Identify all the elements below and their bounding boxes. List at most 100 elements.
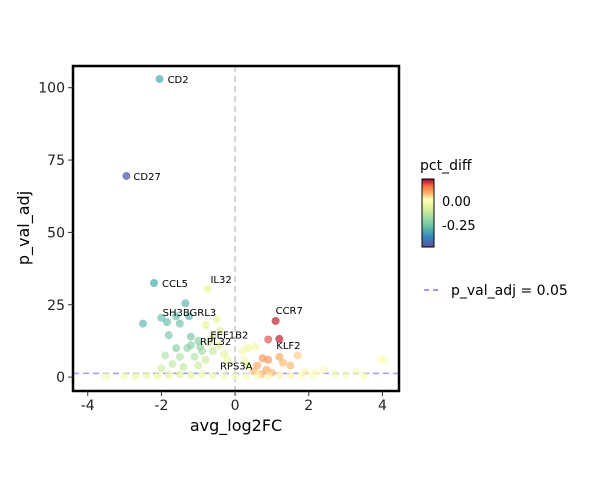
plot-frame bbox=[71, 64, 401, 393]
data-point bbox=[216, 326, 225, 335]
data-point bbox=[253, 361, 262, 370]
data-point bbox=[293, 351, 302, 360]
data-point bbox=[179, 362, 188, 371]
data-point bbox=[223, 355, 232, 364]
data-point bbox=[275, 352, 284, 361]
data-point bbox=[153, 371, 162, 380]
data-point-cd2 bbox=[155, 75, 164, 84]
gene-label: SH3BGRL3 bbox=[163, 308, 217, 319]
data-point-rpl32 bbox=[243, 344, 252, 353]
data-point bbox=[352, 367, 361, 376]
gene-label: RPL32 bbox=[200, 337, 231, 348]
data-point bbox=[330, 369, 339, 378]
threshold-legend-label: p_val_adj = 0.05 bbox=[451, 283, 568, 299]
data-point-sh3bgrl3 bbox=[201, 321, 210, 330]
gene-label: CD2 bbox=[168, 75, 189, 86]
data-point bbox=[341, 370, 350, 379]
x-axis-label: avg_log2FC bbox=[190, 416, 282, 436]
data-point bbox=[172, 312, 181, 321]
data-point-rps3a bbox=[243, 361, 252, 370]
gene-label: CCL5 bbox=[162, 279, 188, 290]
data-point bbox=[120, 371, 129, 380]
data-point bbox=[142, 371, 151, 380]
data-point bbox=[264, 355, 273, 364]
data-point bbox=[201, 355, 210, 364]
data-point bbox=[175, 319, 184, 328]
axes: -4 -2 0 2 4 0 25 50 75 100 bbox=[38, 81, 387, 414]
gene-label: CCR7 bbox=[276, 306, 303, 317]
y-tick-label: 75 bbox=[47, 153, 65, 169]
y-tick-label: 100 bbox=[38, 81, 65, 97]
y-tick-label: 0 bbox=[56, 370, 65, 386]
data-point bbox=[157, 364, 166, 373]
data-point bbox=[175, 352, 184, 361]
data-point bbox=[301, 367, 310, 376]
gene-label: IL32 bbox=[210, 275, 231, 286]
data-point bbox=[205, 338, 214, 347]
data-point bbox=[194, 361, 203, 370]
data-point bbox=[186, 341, 195, 350]
x-tick-label: 4 bbox=[378, 398, 387, 414]
x-tick-label: 2 bbox=[304, 398, 313, 414]
data-point bbox=[286, 371, 295, 380]
y-tick-label: 50 bbox=[47, 225, 65, 241]
gene-label: KLF2 bbox=[276, 341, 300, 352]
data-point bbox=[162, 318, 171, 327]
data-point bbox=[131, 371, 140, 380]
colorbar bbox=[421, 178, 435, 248]
data-point bbox=[286, 361, 295, 370]
data-point bbox=[212, 315, 221, 324]
y-tick-label: 25 bbox=[47, 298, 65, 314]
data-point bbox=[181, 299, 190, 308]
gene-label: CD27 bbox=[133, 172, 160, 183]
data-point bbox=[220, 372, 229, 381]
points-layer bbox=[73, 66, 399, 391]
data-point bbox=[102, 372, 111, 381]
data-point bbox=[253, 371, 262, 380]
data-point bbox=[360, 371, 369, 380]
data-point bbox=[164, 331, 173, 340]
data-point bbox=[197, 370, 206, 379]
data-point bbox=[278, 358, 287, 367]
data-point bbox=[264, 371, 273, 380]
data-point bbox=[157, 313, 166, 322]
data-point bbox=[208, 332, 217, 341]
x-tick-label: -4 bbox=[81, 398, 95, 414]
data-point bbox=[168, 360, 177, 369]
data-point bbox=[138, 319, 147, 328]
data-point bbox=[164, 370, 173, 379]
y-axis-label: p_val_adj bbox=[14, 191, 34, 265]
data-point bbox=[312, 368, 321, 377]
data-point bbox=[214, 341, 223, 350]
data-point bbox=[196, 342, 205, 351]
data-point bbox=[240, 355, 249, 364]
legend-title: pct_diff bbox=[420, 158, 472, 174]
x-tick-label: 0 bbox=[231, 398, 240, 414]
x-tick-label: -2 bbox=[154, 398, 168, 414]
data-point bbox=[172, 344, 181, 353]
data-point bbox=[231, 372, 240, 381]
data-point bbox=[185, 312, 194, 321]
data-point bbox=[208, 371, 217, 380]
data-point-cd27 bbox=[122, 171, 131, 180]
colorbar-tick-label: 0.00 bbox=[442, 195, 471, 210]
data-point bbox=[319, 365, 328, 374]
data-point bbox=[275, 371, 284, 380]
data-point bbox=[186, 332, 195, 341]
data-point-eef1b2 bbox=[251, 342, 260, 351]
colorbar-tick-label: -0.25 bbox=[442, 219, 476, 234]
data-point bbox=[220, 349, 229, 358]
gene-label: EEF1B2 bbox=[210, 331, 248, 342]
data-point bbox=[264, 335, 273, 344]
data-point bbox=[161, 351, 170, 360]
gene-label: RPS3A bbox=[220, 362, 253, 373]
data-point-klf2 bbox=[275, 334, 284, 343]
data-point bbox=[242, 372, 251, 381]
data-point-ccl5 bbox=[150, 279, 159, 288]
data-point-il32 bbox=[203, 284, 212, 293]
data-point-ccr7 bbox=[271, 316, 280, 325]
data-point bbox=[186, 371, 195, 380]
